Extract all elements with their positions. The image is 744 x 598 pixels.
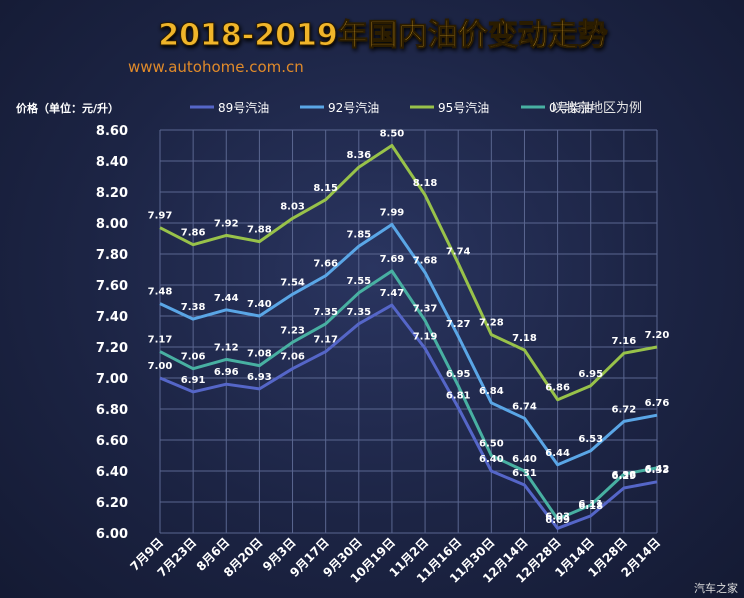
y-tick-label: 6.20: [96, 496, 128, 511]
data-labels: 7.00 6.91 6.96 6.93 7.06 7.17 7.35 7.47 7.19 6.81…: [148, 129, 670, 527]
data-label: 6.84: [479, 386, 504, 397]
legend-label: 95号汽油: [438, 100, 489, 115]
data-label: 6.44: [545, 448, 570, 459]
data-label: 7.47: [380, 288, 405, 299]
y-tick-label: 8.40: [96, 155, 128, 170]
data-label: 6.42: [645, 464, 670, 475]
data-label: 6.09: [545, 515, 570, 526]
data-label: 6.53: [578, 434, 603, 445]
data-label: 7.86: [181, 228, 206, 239]
series-line: [159, 303, 658, 530]
data-label: 7.16: [612, 336, 637, 347]
data-label: 6.11: [578, 499, 603, 510]
y-tick-label: 7.00: [96, 372, 128, 387]
grid: [159, 129, 658, 534]
data-label: 7.88: [247, 225, 272, 236]
y-tick-label: 8.00: [96, 217, 128, 232]
data-label: 6.74: [512, 401, 537, 412]
data-label: 7.68: [413, 256, 438, 267]
chart-title: 2018-2019年国内油价变动走势: [158, 18, 607, 53]
legend: 89号汽油 92号汽油 95号汽油 0号柴油: [190, 100, 593, 115]
data-label: 7.66: [313, 259, 338, 270]
series-line: [159, 223, 658, 467]
data-label: 6.91: [181, 375, 206, 386]
y-axis: 6.00 6.20 6.40 6.60 6.80 7.00 7.20 7.40 7.60 7.80…: [96, 124, 128, 542]
y-tick-label: 7.80: [96, 248, 128, 263]
data-label: 7.99: [380, 208, 405, 219]
x-axis: 7月9日7月23日8月6日8月20日9月3日9月17日9月30日10月19日11…: [127, 535, 663, 585]
website-url: www.autohome.com.cn: [128, 58, 304, 76]
data-label: 7.17: [313, 335, 338, 346]
data-label: 7.92: [214, 218, 239, 229]
y-tick-label: 6.60: [96, 434, 128, 449]
data-label: 6.38: [612, 470, 637, 481]
data-label: 8.15: [313, 183, 338, 194]
data-label: 6.95: [578, 369, 603, 380]
data-label: 7.48: [148, 287, 173, 298]
data-label: 7.35: [313, 307, 338, 318]
data-label: 7.17: [148, 335, 173, 346]
data-label: 7.44: [214, 293, 239, 304]
data-label: 6.03: [545, 511, 570, 522]
data-label: 7.97: [148, 211, 173, 222]
watermark: 汽车之家: [694, 581, 738, 595]
y-tick-label: 8.20: [96, 186, 128, 201]
data-label: 6.33: [645, 465, 670, 476]
data-label: 6.18: [578, 501, 603, 512]
y-tick-label: 6.80: [96, 403, 128, 418]
series-line: [159, 269, 658, 521]
region-note: 以北京地区为例: [551, 101, 642, 116]
data-label: 7.23: [280, 325, 305, 336]
legend-label: 0号柴油: [549, 101, 593, 115]
legend-label: 92号汽油: [328, 100, 379, 115]
data-label: 7.85: [346, 229, 371, 240]
y-tick-label: 6.40: [96, 465, 128, 480]
y-tick-label: 6.00: [96, 527, 128, 542]
data-label: 7.69: [380, 254, 405, 265]
data-label: 7.74: [446, 246, 471, 257]
data-label: 6.93: [247, 372, 272, 383]
data-label: 6.72: [612, 404, 637, 415]
data-label: 7.06: [181, 352, 206, 363]
y-tick-label: 7.40: [96, 310, 128, 325]
series-lines: [159, 144, 658, 530]
data-label: 6.50: [479, 439, 504, 450]
data-label: 7.38: [181, 302, 206, 313]
data-label: 6.40: [479, 454, 504, 465]
data-label: 7.06: [280, 352, 305, 363]
data-label: 7.54: [280, 277, 305, 288]
data-label: 6.29: [612, 471, 637, 482]
data-label: 7.00: [148, 361, 173, 372]
legend-label: 89号汽油: [218, 100, 269, 115]
data-label: 6.40: [512, 454, 537, 465]
data-label: 7.19: [413, 332, 438, 343]
data-label: 6.81: [446, 390, 471, 401]
y-tick-label: 8.60: [96, 124, 128, 139]
data-label: 7.08: [247, 349, 272, 360]
data-label: 7.35: [346, 307, 371, 318]
unit-label: 价格（单位：元/升）: [16, 101, 119, 115]
data-label: 6.76: [645, 398, 670, 409]
data-label: 7.27: [446, 319, 471, 330]
series-line: [159, 144, 658, 402]
y-tick-label: 7.60: [96, 279, 128, 294]
data-label: 6.95: [446, 369, 471, 380]
data-label: 6.31: [512, 468, 537, 479]
data-label: 6.86: [545, 383, 570, 394]
data-label: 7.55: [346, 276, 371, 287]
data-label: 8.36: [346, 150, 371, 161]
data-label: 6.96: [214, 367, 239, 378]
data-label: 7.37: [413, 304, 438, 315]
data-label: 8.03: [280, 201, 305, 212]
data-label: 7.18: [512, 333, 537, 344]
y-tick-label: 7.20: [96, 341, 128, 356]
data-label: 8.18: [413, 178, 438, 189]
data-label: 7.20: [645, 330, 670, 341]
data-label: 8.50: [380, 129, 405, 140]
data-label: 7.28: [479, 318, 504, 329]
data-label: 7.40: [247, 299, 272, 310]
data-label: 7.12: [214, 342, 239, 353]
